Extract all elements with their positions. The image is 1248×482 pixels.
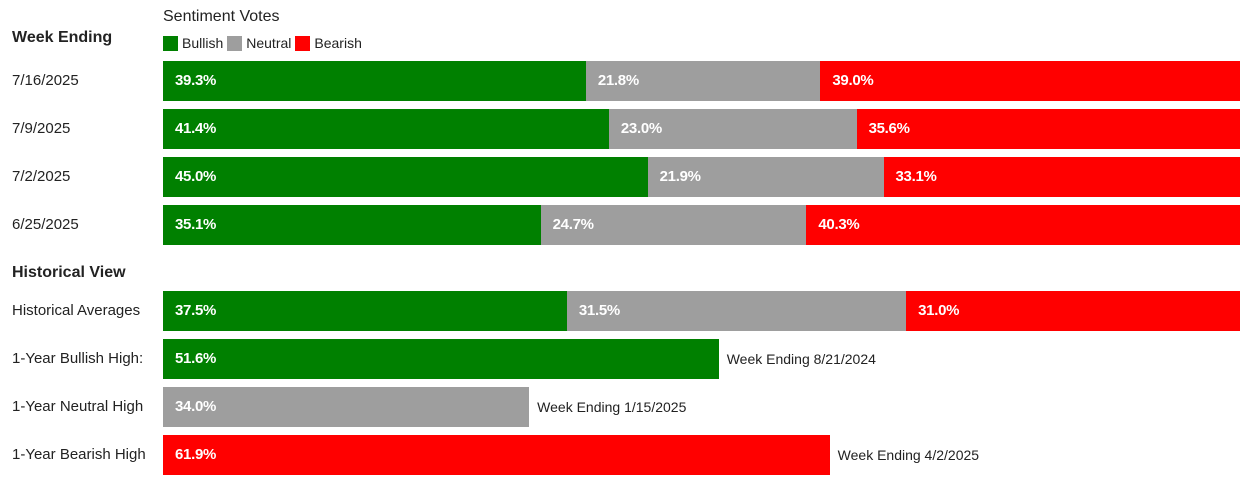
data-label-neutral: 21.8% bbox=[597, 72, 639, 89]
bar-segment-bearish: 40.3% bbox=[806, 205, 1240, 245]
data-label-bearish: 61.9% bbox=[175, 446, 217, 463]
bar-segment-neutral: 24.7% bbox=[540, 205, 807, 245]
week-bar: 45.0% 21.9% 33.1% bbox=[163, 157, 1240, 197]
bar-segment-neutral: 23.0% bbox=[608, 109, 857, 149]
legend-label-neutral: Neutral bbox=[246, 35, 292, 51]
high-note-bearish: Week Ending 4/2/2025 bbox=[837, 447, 980, 463]
data-label-bullish: 39.3% bbox=[175, 72, 217, 89]
data-label-bearish: 33.1% bbox=[895, 168, 937, 185]
high-note-neutral: Week Ending 1/15/2025 bbox=[537, 399, 687, 415]
bar-segment-bullish: 45.0% bbox=[163, 157, 648, 197]
data-label-neutral: 23.0% bbox=[620, 120, 662, 137]
high-label-bearish: 1-Year Bearish High bbox=[12, 446, 146, 463]
data-label-bearish: 31.0% bbox=[918, 302, 960, 319]
bar-segment-bullish: 37.5% bbox=[163, 291, 567, 331]
week-label: 7/2/2025 bbox=[12, 168, 71, 185]
high-label-neutral: 1-Year Neutral High bbox=[12, 398, 144, 415]
data-label-neutral: 24.7% bbox=[552, 216, 594, 233]
high-note-bullish: Week Ending 8/21/2024 bbox=[726, 351, 876, 367]
week-label: 6/25/2025 bbox=[12, 216, 79, 233]
historical-averages-bar: 37.5% 31.5% 31.0% bbox=[163, 291, 1240, 331]
section-historical-view: Historical View bbox=[12, 264, 126, 281]
data-label-bullish: 51.6% bbox=[175, 350, 217, 367]
data-label-bullish: 35.1% bbox=[175, 216, 217, 233]
legend-label-bullish: Bullish bbox=[182, 35, 224, 51]
bar-segment-neutral: 21.9% bbox=[647, 157, 884, 197]
data-label-bullish: 41.4% bbox=[175, 120, 217, 137]
bar-segment-bearish: 31.0% bbox=[906, 291, 1240, 331]
legend-swatch-neutral bbox=[227, 35, 243, 51]
legend-item-bearish: Bearish bbox=[295, 35, 362, 51]
bar-segment-neutral: 21.8% bbox=[585, 61, 821, 101]
week-label: 7/16/2025 bbox=[12, 72, 79, 89]
legend-title: Sentiment Votes bbox=[163, 8, 280, 25]
week-bar: 35.1% 24.7% 40.3% bbox=[163, 205, 1240, 245]
high-bar-bearish: 61.9% bbox=[163, 435, 830, 475]
high-bar-neutral: 34.0% bbox=[163, 387, 530, 427]
data-label-neutral: 21.9% bbox=[659, 168, 701, 185]
data-label-neutral: 31.5% bbox=[578, 302, 620, 319]
legend-swatch-bearish bbox=[295, 35, 311, 51]
legend-label-bearish: Bearish bbox=[314, 35, 362, 51]
high-bar-bullish: 51.6% bbox=[163, 339, 719, 379]
data-label-bearish: 35.6% bbox=[868, 120, 910, 137]
bar-segment-bullish: 39.3% bbox=[163, 61, 586, 101]
legend-item-neutral: Neutral bbox=[227, 35, 291, 51]
legend: Bullish Neutral Bearish bbox=[163, 35, 366, 51]
data-label-bullish: 37.5% bbox=[175, 302, 217, 319]
legend-swatch-bullish bbox=[163, 35, 178, 51]
historical-averages-label: Historical Averages bbox=[12, 302, 141, 319]
data-label-bullish: 45.0% bbox=[175, 168, 217, 185]
bar-segment-bearish: 35.6% bbox=[856, 109, 1240, 149]
week-bar: 41.4% 23.0% 35.6% bbox=[163, 109, 1240, 149]
data-label-bearish: 40.3% bbox=[818, 216, 860, 233]
legend-item-bullish: Bullish bbox=[163, 35, 223, 51]
section-week-ending: Week Ending bbox=[12, 29, 113, 46]
bar-segment-bullish: 41.4% bbox=[163, 109, 609, 149]
data-label-bearish: 39.0% bbox=[832, 72, 874, 89]
week-label: 7/9/2025 bbox=[12, 120, 71, 137]
high-label-bullish: 1-Year Bullish High: bbox=[12, 350, 144, 367]
bar-segment-bullish: 35.1% bbox=[163, 205, 541, 245]
bar-segment-bearish: 33.1% bbox=[883, 157, 1240, 197]
data-label-neutral: 34.0% bbox=[175, 398, 217, 415]
bar-segment-bearish: 39.0% bbox=[820, 61, 1240, 101]
bar-segment-neutral: 31.5% bbox=[566, 291, 907, 331]
week-bar: 39.3% 21.8% 39.0% bbox=[163, 61, 1240, 101]
